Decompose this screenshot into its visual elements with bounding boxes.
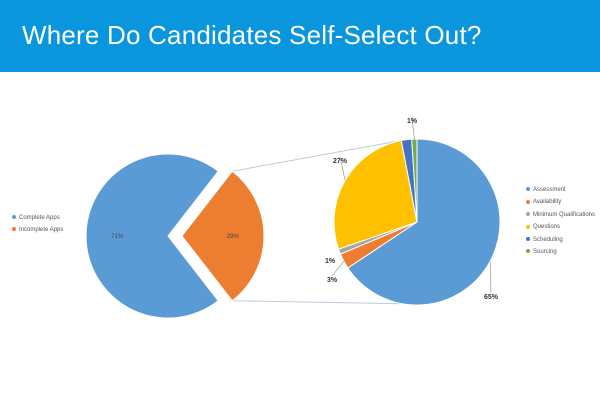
leader-line-questions: [339, 156, 346, 181]
legend-label: Scheduling: [533, 236, 563, 243]
data-label-incomplete-apps: 29%: [227, 234, 240, 240]
legend-item-questions: Questions: [526, 223, 560, 231]
slice-assessment: [347, 138, 501, 306]
legend-swatch: [526, 237, 530, 242]
applications-pie: [85, 153, 265, 319]
legend-swatch: [526, 249, 530, 254]
data-labels: 71% 29% 65% 3% 1% 27% 1%: [111, 116, 499, 301]
legend-label: Availability: [533, 199, 562, 206]
slide-title: Where Do Candidates Self-Select Out?: [22, 20, 482, 50]
legend-item-assessment: Assessment: [526, 186, 566, 194]
data-label-sourcing: 1%: [407, 118, 418, 125]
legend-item-incomplete-apps: Incomplete Apps: [12, 226, 63, 234]
legend-item-complete-apps: Complete Apps: [12, 214, 60, 222]
legend-swatch: [526, 224, 530, 229]
data-label-questions: 27%: [333, 158, 348, 165]
connector-line-top: [232, 139, 403, 172]
legend-item-minimum-qualifications: Minimum Qualifications: [526, 211, 595, 219]
legend-label: Assessment: [533, 187, 566, 193]
slice-complete-apps: [85, 153, 219, 319]
legend-swatch: [526, 199, 530, 204]
legend-label: Minimum Qualifications: [533, 211, 596, 218]
legend-label: Sourcing: [533, 249, 557, 255]
leader-line-assessment: [489, 261, 492, 294]
slice-incomplete-apps: [181, 170, 265, 302]
legend-swatch: [12, 227, 16, 232]
connector-lines: [232, 139, 403, 305]
legend-swatch: [526, 187, 530, 192]
data-label-complete-apps: 71%: [111, 234, 124, 240]
leader-line-availability: [331, 261, 345, 277]
data-label-availability: 3%: [327, 277, 338, 284]
title-bar: Where Do Candidates Self-Select Out?: [0, 0, 600, 72]
legend-label: Incomplete Apps: [19, 227, 64, 233]
pie-of-pie-chart: 71% 29% 65% 3% 1% 27% 1%: [85, 116, 501, 319]
connector-line-bottom: [232, 300, 403, 305]
legend-swatch: [526, 212, 530, 217]
legend-item-sourcing: Sourcing: [526, 248, 557, 256]
legend-item-availability: Availability: [526, 198, 561, 206]
legend-label: Complete Apps: [19, 215, 60, 221]
legend-label: Questions: [533, 224, 561, 231]
slice-sourcing: [411, 138, 418, 223]
leader-line-sourcing: [411, 116, 415, 140]
data-label-assessment: 65%: [484, 294, 499, 301]
data-label-minimum-qualifications: 1%: [325, 258, 336, 265]
legend-swatch: [12, 215, 16, 220]
self-select-reasons-pie: [333, 138, 501, 306]
slice-questions: [333, 139, 418, 250]
legend-item-scheduling: Scheduling: [526, 236, 563, 244]
